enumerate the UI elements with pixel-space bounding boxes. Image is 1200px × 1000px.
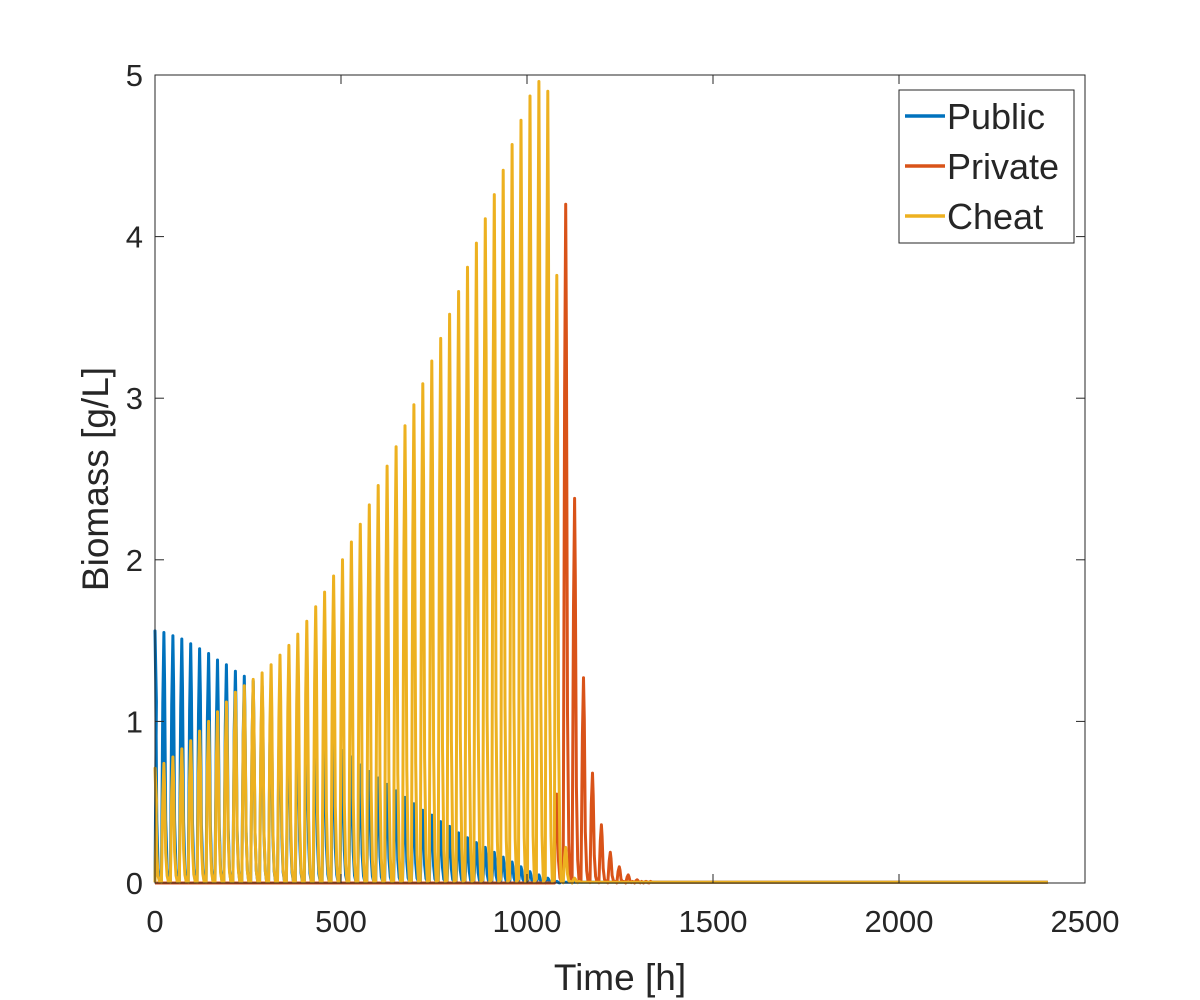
x-tick-label: 2500	[1051, 904, 1120, 939]
y-tick-label: 2	[126, 543, 143, 578]
y-tick-label: 1	[126, 704, 143, 739]
x-tick-label: 500	[315, 904, 367, 939]
y-axis-label: Biomass [g/L]	[75, 367, 116, 591]
legend-label-public: Public	[947, 96, 1045, 137]
tick-layer: 0 500 1000 1500 2000 2500 0 1 2 3 4 5	[126, 58, 1120, 939]
legend-label-private: Private	[947, 146, 1059, 187]
y-tick-label: 5	[126, 58, 143, 93]
series-line-private	[155, 202, 1048, 885]
x-tick-label: 1000	[493, 904, 562, 939]
x-tick-label: 2000	[865, 904, 934, 939]
y-tick-label: 4	[126, 220, 143, 255]
legend-label-cheat: Cheat	[947, 196, 1043, 237]
series-layer	[153, 80, 1048, 885]
plot-frame	[154, 74, 1086, 884]
x-axis-label: Time [h]	[554, 957, 686, 998]
series-line-cheat	[153, 80, 1048, 885]
x-tick-label: 1500	[679, 904, 748, 939]
x-tick-label: 0	[146, 904, 163, 939]
y-tick-label: 3	[126, 381, 143, 416]
legend: Public Private Cheat	[898, 89, 1075, 244]
y-tick-label: 0	[126, 866, 143, 901]
